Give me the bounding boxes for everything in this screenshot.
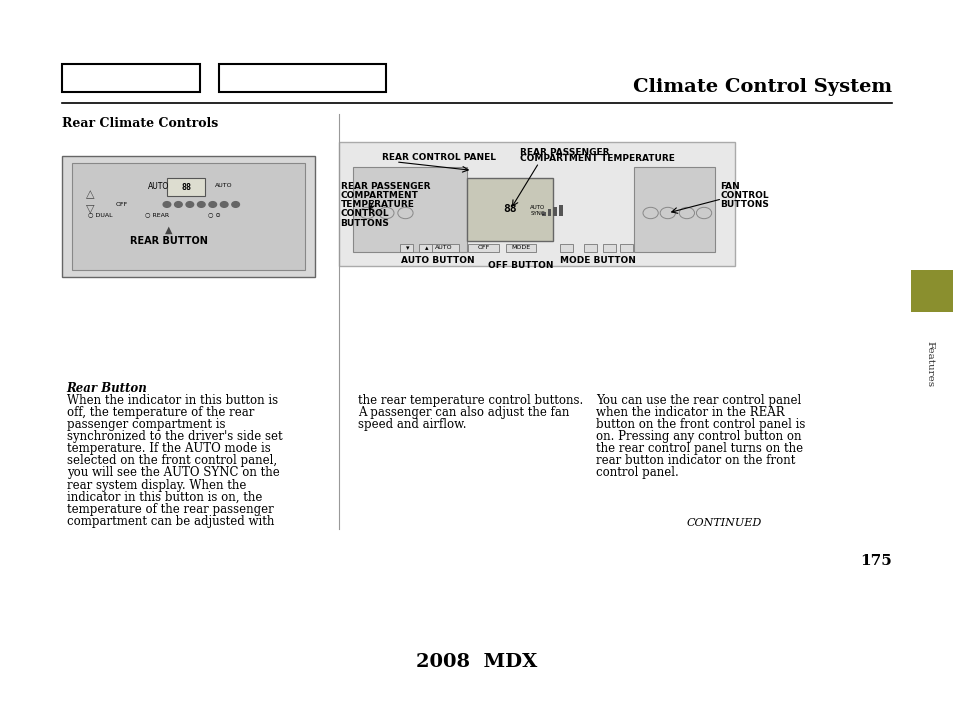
- Bar: [468, 244, 498, 252]
- Text: REAR PASSENGER: REAR PASSENGER: [340, 182, 430, 191]
- Text: you will see the AUTO SYNC on the: you will see the AUTO SYNC on the: [67, 466, 279, 479]
- Bar: [353, 167, 467, 252]
- Text: passenger compartment is: passenger compartment is: [67, 418, 225, 431]
- Text: off, the temperature of the rear: off, the temperature of the rear: [67, 406, 253, 419]
- Bar: [167, 178, 205, 196]
- Text: SYNC: SYNC: [530, 210, 544, 216]
- Text: ○ REAR: ○ REAR: [145, 212, 170, 217]
- Text: A passenger can also adjust the fan: A passenger can also adjust the fan: [357, 406, 569, 419]
- Text: ▲: ▲: [165, 224, 172, 234]
- Text: temperature of the rear passenger: temperature of the rear passenger: [67, 503, 274, 515]
- Text: ▽: ▽: [87, 204, 94, 214]
- Text: on. Pressing any control button on: on. Pressing any control button on: [596, 430, 801, 443]
- Text: MODE: MODE: [511, 245, 530, 251]
- Bar: [547, 209, 551, 216]
- Text: OFF: OFF: [116, 202, 128, 207]
- Bar: [399, 244, 413, 252]
- Text: COMPARTMENT TEMPERATURE: COMPARTMENT TEMPERATURE: [519, 153, 674, 163]
- Bar: [338, 142, 734, 266]
- Text: BUTTONS: BUTTONS: [720, 200, 768, 209]
- Text: You can use the rear control panel: You can use the rear control panel: [596, 394, 801, 407]
- Circle shape: [174, 202, 182, 207]
- Text: Features: Features: [924, 341, 934, 387]
- Text: CONTROL: CONTROL: [340, 209, 389, 219]
- Text: FAN: FAN: [720, 182, 740, 191]
- Bar: [553, 207, 557, 216]
- Text: speed and airflow.: speed and airflow.: [357, 418, 466, 431]
- Text: BUTTONS: BUTTONS: [340, 219, 389, 228]
- Text: AUTO: AUTO: [435, 245, 452, 251]
- Bar: [583, 244, 597, 252]
- Text: 2008  MDX: 2008 MDX: [416, 653, 537, 671]
- Text: rear button indicator on the front: rear button indicator on the front: [596, 454, 795, 467]
- Text: ▴: ▴: [424, 245, 428, 251]
- Circle shape: [163, 202, 171, 207]
- Text: Rear Button: Rear Button: [67, 382, 148, 395]
- Text: selected on the front control panel,: selected on the front control panel,: [67, 454, 276, 467]
- Circle shape: [232, 202, 239, 207]
- Bar: [62, 156, 314, 277]
- Text: REAR CONTROL PANEL: REAR CONTROL PANEL: [381, 153, 495, 162]
- Text: button on the front control panel is: button on the front control panel is: [596, 418, 804, 431]
- Text: compartment can be adjusted with: compartment can be adjusted with: [67, 515, 274, 528]
- Bar: [602, 244, 616, 252]
- Text: △: △: [87, 190, 94, 200]
- Text: OFF BUTTON: OFF BUTTON: [488, 261, 553, 270]
- Bar: [62, 64, 200, 92]
- Bar: [418, 244, 432, 252]
- Text: 88: 88: [181, 182, 191, 192]
- Text: ○ ⊙: ○ ⊙: [208, 212, 221, 217]
- Text: control panel.: control panel.: [596, 466, 679, 479]
- Text: ▾: ▾: [405, 245, 409, 251]
- Bar: [219, 64, 386, 92]
- Bar: [541, 212, 545, 216]
- Text: CONTINUED: CONTINUED: [686, 518, 761, 528]
- Bar: [428, 244, 458, 252]
- Bar: [619, 244, 633, 252]
- Text: CONTROL: CONTROL: [720, 191, 768, 200]
- Text: MODE BUTTON: MODE BUTTON: [559, 256, 636, 265]
- Text: REAR BUTTON: REAR BUTTON: [130, 236, 208, 246]
- Bar: [559, 244, 573, 252]
- Text: AUTO: AUTO: [530, 204, 545, 210]
- Text: ○ DUAL: ○ DUAL: [88, 212, 112, 217]
- Text: REAR PASSENGER: REAR PASSENGER: [519, 148, 609, 157]
- Bar: [505, 244, 536, 252]
- Text: the rear control panel turns on the: the rear control panel turns on the: [596, 442, 802, 455]
- Text: synchronized to the driver's side set: synchronized to the driver's side set: [67, 430, 282, 443]
- Bar: [634, 167, 715, 252]
- Text: AUTO BUTTON: AUTO BUTTON: [400, 256, 475, 265]
- Circle shape: [197, 202, 205, 207]
- Circle shape: [220, 202, 228, 207]
- Bar: [467, 178, 553, 241]
- Text: rear system display. When the: rear system display. When the: [67, 479, 246, 491]
- Text: temperature. If the AUTO mode is: temperature. If the AUTO mode is: [67, 442, 271, 455]
- Bar: [910, 270, 953, 312]
- Text: When the indicator in this button is: When the indicator in this button is: [67, 394, 277, 407]
- Text: when the indicator in the REAR: when the indicator in the REAR: [596, 406, 784, 419]
- Text: 88: 88: [503, 204, 517, 214]
- Text: 175: 175: [860, 554, 891, 568]
- Text: Climate Control System: Climate Control System: [632, 78, 891, 96]
- Text: indicator in this button is on, the: indicator in this button is on, the: [67, 491, 262, 503]
- Text: OFF: OFF: [477, 245, 489, 251]
- Text: Rear Climate Controls: Rear Climate Controls: [62, 117, 218, 130]
- Text: AUTO: AUTO: [214, 183, 232, 188]
- Text: COMPARTMENT: COMPARTMENT: [340, 191, 418, 200]
- Circle shape: [209, 202, 216, 207]
- Text: AUTO: AUTO: [148, 182, 169, 190]
- Bar: [71, 163, 305, 270]
- Circle shape: [186, 202, 193, 207]
- Text: the rear temperature control buttons.: the rear temperature control buttons.: [357, 394, 582, 407]
- Bar: [558, 205, 562, 216]
- Text: TEMPERATURE: TEMPERATURE: [340, 200, 414, 209]
